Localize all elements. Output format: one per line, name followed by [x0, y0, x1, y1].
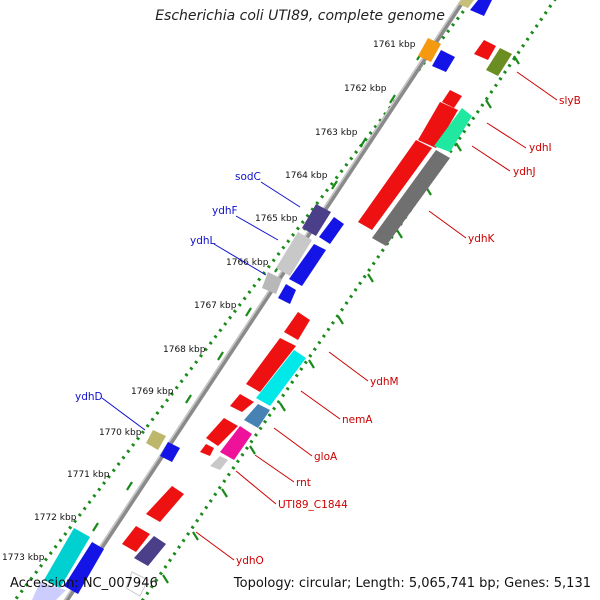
gene-block-blue [319, 217, 344, 244]
gene-block-silver [276, 232, 312, 276]
tick-label: 1771 kbp [67, 470, 110, 480]
tick-label: 1761 kbp [373, 40, 416, 50]
tick-label: 1763 kbp [315, 128, 358, 138]
gene-block-red [284, 312, 310, 340]
gene-label: ydhF [212, 205, 238, 217]
gene-block-blue [278, 284, 296, 304]
gene-block-slate [134, 536, 166, 566]
gene-block-khaki [458, 0, 474, 8]
kbp-labels: 1761 kbp 1762 kbp 1763 kbp 1764 kbp 1765… [2, 40, 416, 563]
forward-gene-labels: sodC ydhF ydhL ydhD [75, 171, 261, 403]
gene-block-mint [434, 108, 472, 152]
genome-backbone-highlight [63, 0, 463, 600]
tick-label: 1772 kbp [34, 513, 77, 523]
gene-label: ydhO [236, 555, 264, 567]
gene-block-pink [220, 426, 252, 460]
gene-block-olive [486, 48, 512, 76]
tick-label: 1773 kbp [2, 553, 45, 563]
forward-callouts [101, 181, 301, 431]
accession-text: Accession: NC_007946 [10, 576, 158, 591]
tick-label: 1769 kbp [131, 387, 174, 397]
gene-block-red [358, 140, 432, 230]
forward-features [32, 0, 492, 600]
gene-label: rnt [296, 477, 311, 489]
gene-label: nemA [342, 414, 373, 426]
gene-block-white [125, 571, 149, 597]
tick-label: 1765 kbp [255, 214, 298, 224]
gene-block-gray [372, 150, 450, 246]
gene-label: UTI89_C1844 [278, 499, 348, 511]
gene-block-red [230, 394, 254, 412]
gene-block-red [146, 486, 184, 522]
reverse-features [122, 40, 512, 597]
gene-block-blue [470, 0, 492, 16]
tick-label: 1767 kbp [194, 301, 237, 311]
map-title: Escherichia coli UTI89, complete genome [155, 8, 445, 24]
gene-block-lavender [32, 582, 66, 600]
gene-label: ydhK [468, 233, 496, 245]
tick-label: 1766 kbp [226, 258, 269, 268]
gene-block-red [122, 526, 150, 552]
tick-label: 1770 kbp [99, 428, 142, 438]
gene-block-red [246, 338, 296, 392]
gene-label: slyB [559, 95, 581, 107]
gene-label: ydhL [190, 235, 216, 247]
tick-label: 1762 kbp [344, 84, 387, 94]
gene-block-cyan [256, 350, 306, 406]
gene-block-cyan [44, 528, 90, 588]
gene-block-red [474, 40, 496, 60]
gene-block-red [200, 444, 214, 456]
gene-block-blue [432, 50, 455, 72]
gene-label: ydhD [75, 391, 103, 403]
gene-label: sodC [235, 171, 261, 183]
gene-block-red [442, 90, 462, 108]
reverse-gene-labels: slyB ydhI ydhJ ydhK ydhM nemA gloA rnt U… [236, 95, 581, 567]
gene-label: ydhM [370, 376, 399, 388]
gene-block-blue [289, 244, 326, 286]
gene-block-blue [64, 542, 104, 594]
tick-marks [59, 51, 423, 573]
gene-label: gloA [314, 451, 338, 463]
gene-block-slate [302, 204, 331, 236]
reverse-callouts [195, 71, 558, 561]
genome-backbone [63, 0, 467, 600]
gene-label: ydhI [529, 142, 552, 154]
gene-block-blue [160, 442, 180, 462]
genome-summary-text: Topology: circular; Length: 5,065,741 bp… [233, 576, 591, 591]
gene-block-orange [418, 38, 441, 62]
gene-block-steel [244, 404, 270, 428]
gene-block-silver [262, 272, 282, 294]
tick-label: 1768 kbp [163, 345, 206, 355]
gene-block-red [206, 418, 238, 446]
outer-dotted-ring [13, 0, 474, 600]
gene-block-red [418, 102, 458, 148]
tick-label: 1764 kbp [285, 171, 328, 181]
gene-block-khaki [146, 430, 166, 450]
gene-label: ydhJ [513, 166, 536, 178]
gene-block-silver [210, 456, 228, 470]
